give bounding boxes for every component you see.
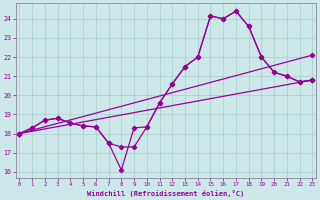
X-axis label: Windchill (Refroidissement éolien,°C): Windchill (Refroidissement éolien,°C) xyxy=(87,190,244,197)
